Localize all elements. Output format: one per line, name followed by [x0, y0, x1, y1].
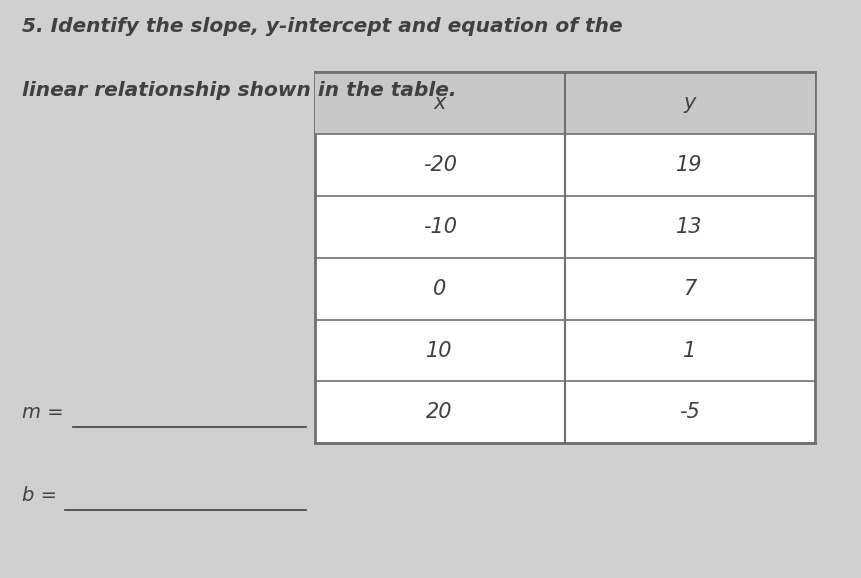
Text: b =: b = — [22, 486, 63, 505]
Text: 13: 13 — [676, 217, 702, 237]
Text: -5: -5 — [678, 402, 699, 423]
Text: 20: 20 — [426, 402, 452, 423]
Text: 7: 7 — [682, 279, 696, 299]
Text: 1: 1 — [682, 340, 696, 361]
Text: 19: 19 — [676, 155, 702, 175]
Text: 10: 10 — [426, 340, 452, 361]
Text: y: y — [683, 93, 695, 113]
Text: 0: 0 — [432, 279, 446, 299]
Text: -20: -20 — [422, 155, 456, 175]
Text: x: x — [433, 93, 445, 113]
Text: -10: -10 — [422, 217, 456, 237]
Text: linear relationship shown in the table.: linear relationship shown in the table. — [22, 81, 455, 100]
Text: m =: m = — [22, 403, 70, 422]
Bar — [314, 72, 814, 443]
Text: 5. Identify the slope, y-intercept and equation of the: 5. Identify the slope, y-intercept and e… — [22, 17, 622, 36]
Bar — [314, 72, 814, 134]
